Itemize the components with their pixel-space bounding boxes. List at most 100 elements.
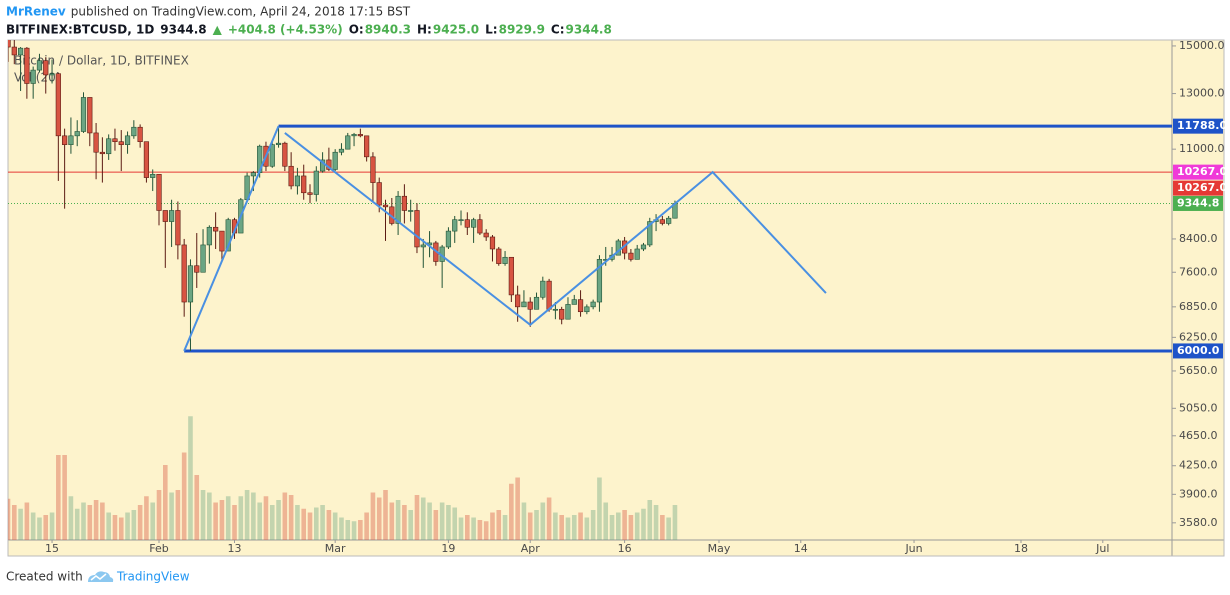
volume-bar [590,510,596,540]
volume-bar [653,505,659,540]
candle-body [55,73,61,137]
x-tick-label: 13 [228,542,242,555]
candle-body [376,182,382,206]
volume-bar [269,505,275,540]
x-axis-bg [8,540,1172,556]
volume-bar [490,512,495,540]
y-tick-label: 6850.0 [1179,300,1218,313]
logo[interactable] [88,571,114,582]
candle-body [332,151,338,170]
volume-bar [597,477,602,540]
x-tick-label: 19 [441,542,455,555]
volume-bar [251,492,256,540]
volume-layer [8,416,678,540]
volume-bar [295,505,300,540]
volume-bar [43,515,49,540]
volume-bar [314,507,319,540]
candle-body [112,138,118,142]
volume-bar [200,490,206,540]
volume-bar [232,505,237,540]
candle-body [338,148,345,153]
price-tag-label: 6000.0 [1177,344,1220,357]
volume-bar [11,505,17,540]
volume-bar [106,512,111,540]
frame [7,39,1225,557]
quote-part: +404.8 (+4.53%) [228,23,343,37]
candle-body [219,230,225,252]
volume-bar [439,502,445,540]
volume-bar [112,515,118,540]
volume-bar [24,502,30,540]
volume-bar [169,492,174,540]
candle-body [414,210,420,248]
volume-bar [301,508,307,540]
logo-cloud [88,571,114,582]
x-tick-label: Mar [325,542,346,555]
volume-bar [534,510,539,540]
candle-body [477,219,483,234]
candle-body [577,299,584,313]
quote-part: L: [485,23,497,37]
quote-part: C: [551,23,565,37]
price-tag [1173,343,1223,359]
volume-bar [181,452,187,540]
volume-bar [483,521,489,540]
volume-bar [175,490,181,540]
volume-bar [641,508,646,540]
candle-body [502,256,508,264]
y-tick-label: 4650.0 [1179,429,1218,442]
axes-layer: 15000.0 13000.0 11000.0 8400.0 7600.0 6850.0 6… [45,39,1227,555]
logo-line [90,573,107,581]
candle-body [527,301,533,310]
candle-body [515,294,521,308]
candle-body [395,195,401,224]
candle-body [93,132,99,153]
price-tag [1173,180,1223,196]
volume-bar [414,495,420,540]
volume-bar [465,515,470,540]
candle-body [106,138,112,155]
candle-body [162,210,168,222]
author[interactable]: MrRenev [6,5,66,19]
y-tick-label: 3580.0 [1179,516,1218,529]
candle-body [213,226,219,232]
candle-body [225,219,231,252]
price-tag [1173,195,1223,211]
volume-bar [628,515,634,540]
candle-body [156,174,162,211]
volume-bar [458,517,464,540]
candle-body [464,219,470,228]
volume-bar [427,502,432,540]
volume-bar [376,497,382,540]
candle-body [43,60,49,76]
volume-bar [339,517,344,540]
candle-body [80,97,87,132]
volume-bar [546,497,552,540]
volume-bar [194,475,200,540]
volume-bar [571,515,577,540]
candle-body [282,142,288,167]
volume-bar [565,517,571,540]
candle-body [294,175,301,187]
volume-bar [188,416,193,540]
price-tag-label: 11788.0 [1177,119,1227,132]
candle-body [521,301,527,308]
quote-part: H: [417,23,432,37]
candle-body [24,47,30,84]
volume-bar [616,512,621,540]
footer-brand[interactable]: TradingView [116,570,190,584]
candle-body [143,141,150,178]
quote-line: BITFINEX:BTCUSD, 1D 9344.8 ▲ +404.8 (+4.53%… [6,23,612,37]
quote-part: 8940.3 [365,23,411,37]
volume-bar [257,502,262,540]
volume-bar [207,492,212,540]
candle-body [401,195,407,211]
volume-bar [100,502,105,540]
volume-bar [30,512,36,540]
candle-body [357,134,363,137]
candle-body [559,308,565,320]
volume-bar [87,505,93,540]
volume-bar [56,455,61,540]
y-tick-label: 8400.0 [1179,232,1218,245]
y-tick-label: 6250.0 [1179,330,1218,343]
